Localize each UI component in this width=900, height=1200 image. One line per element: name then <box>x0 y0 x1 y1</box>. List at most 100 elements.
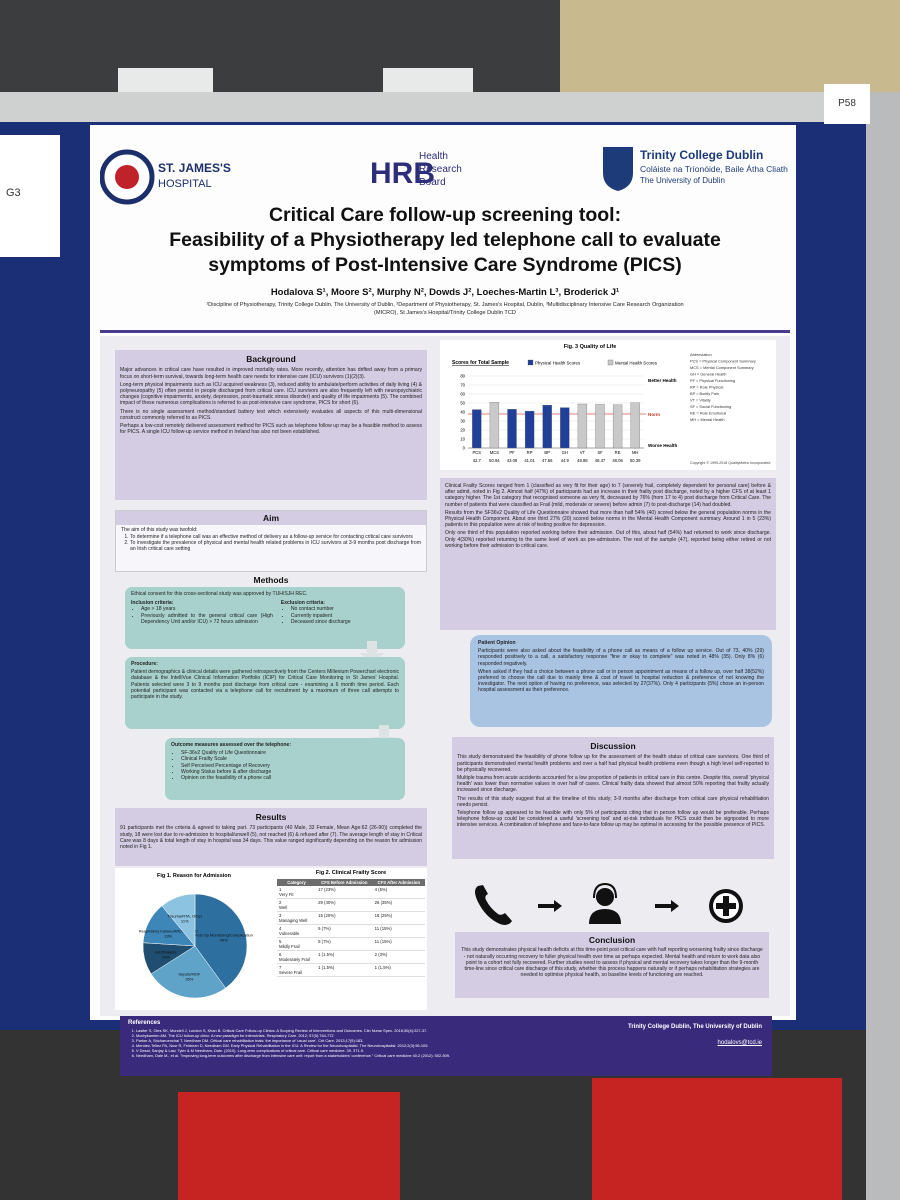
medical-icon <box>716 896 736 916</box>
arrow <box>360 641 384 667</box>
aim-box: Aim The aim of this study was twofold: T… <box>115 510 427 572</box>
section-heading: Results <box>255 812 287 822</box>
y-tick-label: 0 <box>463 446 466 451</box>
findings-box: Clinical Frailty Scores ranged from 1 (c… <box>440 478 776 630</box>
ethics-box: Ethical consent for this cross-sectional… <box>125 587 405 649</box>
slice-label: Post Op Monitoring/Complication <box>194 933 252 938</box>
value-label: 50.94 <box>489 458 500 463</box>
table-cell: 7 Severe Frail <box>277 963 317 977</box>
bar <box>560 407 570 449</box>
references-heading: References <box>128 1020 161 1026</box>
category-number: 5 <box>279 939 282 944</box>
paragraphs: Participants were also asked about the f… <box>478 648 764 693</box>
abbreviation: GH = General Health <box>690 372 726 377</box>
table-cell: 1 (1.5%) <box>316 950 373 964</box>
table-cell: 2 (3%) <box>372 950 425 964</box>
table-row: 6 Moderately Frail 1 (1.5%) 2 (3%) <box>277 950 425 964</box>
table-header-cell: Category <box>277 879 317 886</box>
abbreviation: RE = Role Emotional <box>690 411 726 416</box>
category-name: Moderately Frail <box>279 957 310 962</box>
ceiling-light <box>118 68 213 94</box>
x-tick-label: GH <box>562 450 568 455</box>
slice-value: 13% <box>164 933 172 938</box>
reference: Mendez-Tellez PA, Nusr R, Feldman D, Nee… <box>136 1043 606 1048</box>
y-tick-label: 70 <box>460 383 465 388</box>
paragraph: Telephone follow up appeared to be feasi… <box>457 809 769 829</box>
title-line: Feasibility of a Physiotherapy led telep… <box>169 229 721 251</box>
tcd-logo: Trinity College Dublin Coláiste na Tríon… <box>603 147 788 191</box>
aim-item: To determine if a telephone call was an … <box>130 534 421 540</box>
criterion: Age > 18 years <box>141 606 273 612</box>
bar <box>524 410 535 449</box>
bar-chart: Fig. 3 Quality of Life Scores for Total … <box>452 344 770 465</box>
criteria: Inclusion criteria:Age > 18 yearsPreviou… <box>131 600 399 625</box>
bar <box>489 402 500 449</box>
reference: Needham, Dale M., et al. "Improving long… <box>136 1053 606 1058</box>
y-tick-label: 30 <box>460 419 465 424</box>
pie-slice <box>161 893 196 947</box>
carpet <box>592 1078 842 1200</box>
board-tag: P58 <box>824 84 870 124</box>
reference: Lasiter S, Oles SK, Mundell J, London S,… <box>136 1028 606 1033</box>
table-cell: 5 (7%) <box>316 924 373 938</box>
bar <box>612 404 623 449</box>
pie-slice <box>150 945 226 999</box>
background-box: Background Major advances in critical ca… <box>115 350 427 500</box>
figure-title: Fig 2. Clinical Frailty Score <box>315 870 387 876</box>
category-number: 7 <box>279 965 282 970</box>
value-label: 42.7 <box>473 458 482 463</box>
table-row: 3 Managing Well 15 (20%) 18 (25%) <box>277 911 425 925</box>
bar <box>542 404 552 449</box>
procedure-heading: Procedure: <box>131 661 158 667</box>
abbreviation: PCS = Physical Component Summary <box>690 359 756 364</box>
table-cell: 17 (23%) <box>316 886 373 899</box>
paragraph: This study demonstrated the feasibility … <box>457 754 769 773</box>
footer: References Lasiter S, Oles SK, Mundell J… <box>120 1016 772 1076</box>
exclusion-list: No contact numberCurrently inpatientDece… <box>281 606 399 625</box>
value-label: 41.01 <box>524 458 535 463</box>
aim-list: To determine if a telephone call was an … <box>116 534 426 553</box>
bar <box>630 402 640 449</box>
criterion: Currently inpatient <box>291 613 399 619</box>
institution: Trinity College Dublin, The University o… <box>627 1024 762 1030</box>
conclusion-box: Conclusion This study demonstrates physi… <box>455 932 769 998</box>
outcome: Working Status before & after discharge <box>181 769 399 775</box>
criteria-heading: Exclusion criteria: <box>280 600 325 607</box>
value-label: 43.09 <box>507 458 518 463</box>
reference: Parker A, Sricharoenchai T, Needham DM. … <box>136 1038 606 1043</box>
y-tick-label: 60 <box>460 392 465 397</box>
value-label: 44.9 <box>561 458 570 463</box>
references: Lasiter S, Oles SK, Mundell J, London S,… <box>128 1028 606 1058</box>
results-box: Results 91 participants met the criteria… <box>115 808 427 866</box>
table-cell: 4 Vulnerable <box>277 924 317 938</box>
st-james-logo: ST. JAMES'S HOSPITAL <box>100 149 231 205</box>
table-cell: 1 (1.5%) <box>372 963 425 977</box>
abbreviation: PF = Physical Functioning <box>690 378 735 383</box>
phone-icon <box>475 885 512 925</box>
reference: Modrykamien AM. The ICU follow-up clinic… <box>136 1033 606 1038</box>
abbreviation: MH = Mental Health <box>690 417 725 422</box>
bar <box>507 409 517 449</box>
annotation: Worse Health <box>648 443 677 448</box>
slice-label: AKI/Dialysis <box>155 950 176 955</box>
x-tick-label: PF <box>509 450 515 455</box>
y-tick-label: 80 <box>460 374 465 379</box>
results-text: 91 participants met the criteria & agree… <box>120 825 422 850</box>
annotation: Norm <box>648 412 660 417</box>
figure-title: Fig. 3 Quality of Life <box>564 344 617 350</box>
table-cell: 15 (20%) <box>316 911 373 925</box>
outcome: Self Perceived Percentage of Recovery <box>181 763 399 769</box>
x-tick-label: VT <box>580 450 586 455</box>
slice-label: Sepsis/MOF <box>178 972 201 977</box>
paragraph: Participants were also asked about the f… <box>478 648 764 667</box>
aim-intro: The aim of this study was twofold: <box>121 527 198 534</box>
logo-text: Health <box>419 151 448 162</box>
title-line: Critical Care follow-up screening tool: <box>268 204 622 226</box>
legend-label: Physical Health Scores <box>535 361 581 366</box>
title: Critical Care follow-up screening tool: F… <box>100 203 790 278</box>
slice-label: Respiratory Failure/ARDS/COPD <box>139 928 198 933</box>
y-tick-label: 20 <box>460 428 465 433</box>
table-cell: 5 (7%) <box>316 937 373 951</box>
y-tick-label: 50 <box>460 401 465 406</box>
